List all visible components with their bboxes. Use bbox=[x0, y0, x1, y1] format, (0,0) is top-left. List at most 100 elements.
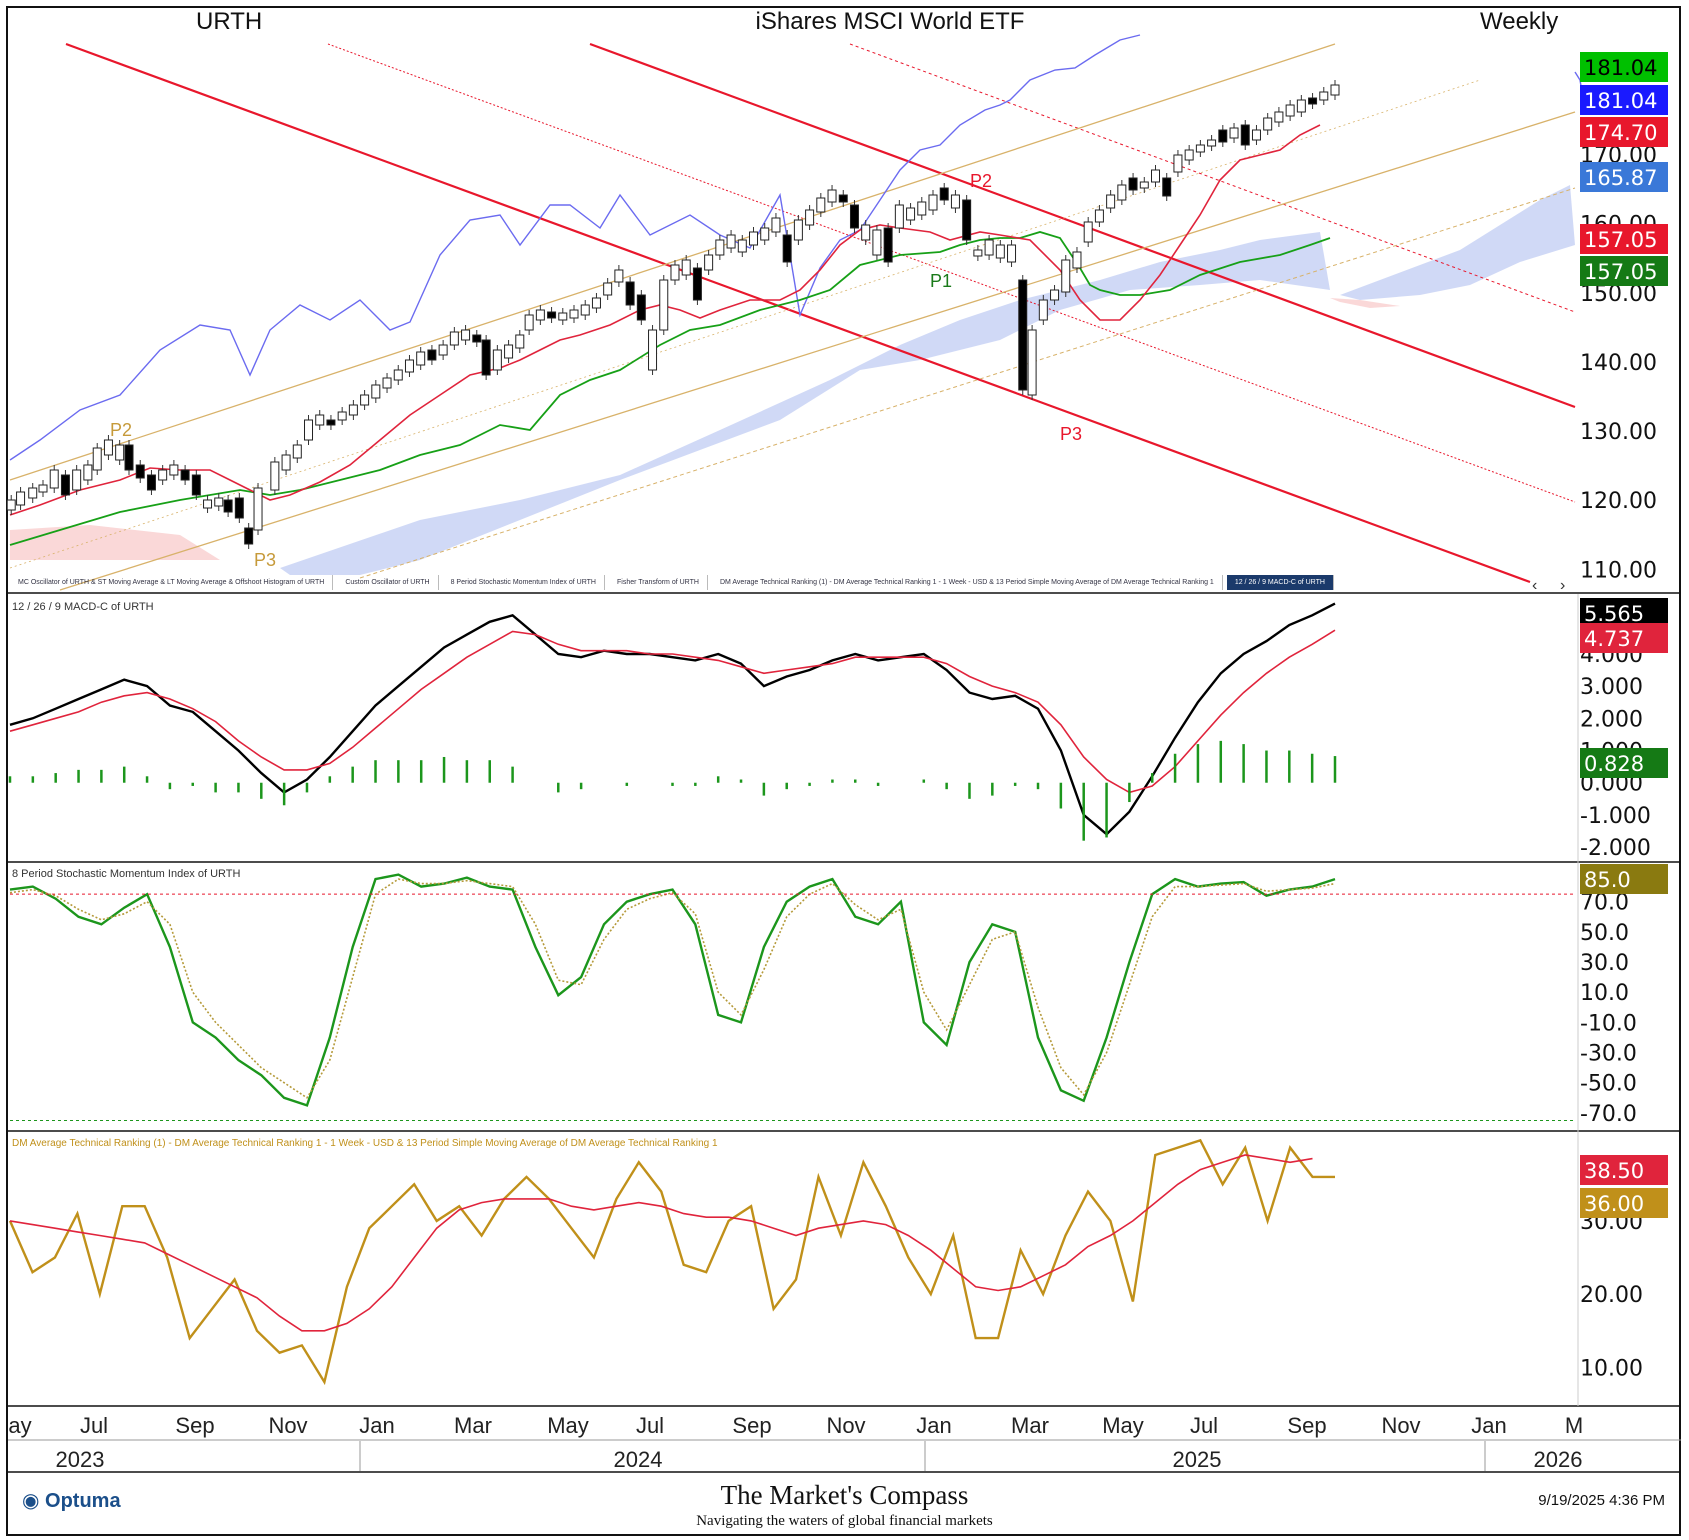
x-month-label: ay bbox=[8, 1413, 31, 1438]
candle-up bbox=[1251, 129, 1261, 141]
candle-down bbox=[849, 204, 859, 229]
footer-datetime: 9/19/2025 4:36 PM bbox=[1538, 1492, 1665, 1509]
candle-up bbox=[382, 377, 392, 389]
candle-up bbox=[771, 217, 781, 233]
smi-tick-label: -70.0 bbox=[1580, 1102, 1637, 1127]
pivot-label-p2-right: P2 bbox=[970, 171, 992, 191]
candle-down bbox=[625, 281, 635, 306]
candle-down bbox=[939, 187, 949, 201]
x-year-label: 2024 bbox=[614, 1447, 663, 1472]
candle-down bbox=[1128, 177, 1138, 191]
candle-up bbox=[438, 344, 448, 356]
candle-up bbox=[805, 209, 815, 226]
candle-up bbox=[973, 249, 983, 257]
pivot-label-p1: P1 bbox=[930, 271, 952, 291]
candle-down bbox=[234, 497, 244, 519]
price-value-tag-text: 157.05 bbox=[1584, 228, 1657, 252]
channel-lower-dashed bbox=[359, 187, 1576, 579]
legend-tab[interactable]: MC Oscillator of URTH & ST Moving Averag… bbox=[10, 575, 334, 590]
candle-up bbox=[6, 499, 16, 511]
x-year-label: 2026 bbox=[1534, 1447, 1583, 1472]
candle-up bbox=[38, 484, 48, 493]
ichimoku-cloud bbox=[280, 232, 1330, 575]
price-tick-label: 140.00 bbox=[1580, 351, 1657, 376]
macd-value-tag bbox=[1580, 623, 1668, 653]
candle-up bbox=[103, 439, 113, 456]
candle-up bbox=[72, 469, 82, 491]
candle-up bbox=[793, 219, 803, 241]
candle-up bbox=[861, 224, 871, 241]
x-month-label: Jul bbox=[80, 1413, 108, 1438]
macd-value-tag-text: 0.828 bbox=[1584, 752, 1644, 776]
price-tick-label: 110.00 bbox=[1580, 558, 1657, 583]
legend-tab[interactable]: 8 Period Stochastic Momentum Index of UR… bbox=[443, 575, 605, 590]
smi-value-tag-text: 85.0 bbox=[1584, 868, 1631, 892]
legend-tab[interactable]: 12 / 26 / 9 MACD-C of URTH bbox=[1226, 575, 1334, 590]
candle-up bbox=[1319, 91, 1329, 101]
candle-up bbox=[894, 204, 904, 229]
candle-up bbox=[253, 487, 263, 531]
rank-tick-label: 10.00 bbox=[1580, 1356, 1643, 1381]
ichimoku-cloud-red bbox=[10, 525, 220, 560]
chart-title: iShares MSCI World ETF bbox=[755, 8, 1025, 35]
x-month-label: Sep bbox=[1287, 1413, 1326, 1438]
candle-up bbox=[16, 491, 26, 506]
macd-tick-label: 3.000 bbox=[1580, 675, 1643, 700]
candle-up bbox=[158, 469, 168, 481]
candle-up bbox=[1007, 244, 1017, 263]
candle-down bbox=[1162, 177, 1172, 197]
lt-moving-average-line bbox=[9, 231, 1331, 546]
indicator-legend-tabs[interactable]: MC Oscillator of URTH & ST Moving Averag… bbox=[10, 575, 1334, 590]
candle-down bbox=[244, 527, 254, 545]
candle-up bbox=[1263, 117, 1273, 131]
smi-panel-title: 8 Period Stochastic Momentum Index of UR… bbox=[12, 868, 241, 880]
macd-tick-label: 2.000 bbox=[1580, 707, 1643, 732]
candle-down bbox=[1240, 124, 1250, 146]
candle-up bbox=[1061, 259, 1071, 293]
brand-text: Optuma bbox=[45, 1490, 121, 1512]
candle-up bbox=[1151, 169, 1161, 183]
legend-tab[interactable]: Fisher Transform of URTH bbox=[609, 575, 708, 590]
legend-tab[interactable]: Custom Oscillator of URTH bbox=[337, 575, 439, 590]
x-month-label: May bbox=[547, 1413, 589, 1438]
candle-up bbox=[704, 254, 714, 271]
candle-up bbox=[337, 411, 347, 421]
rank-tick-label: 20.00 bbox=[1580, 1283, 1643, 1308]
smi-tick-label: 50.0 bbox=[1580, 921, 1629, 946]
ichimoku-cloud-future bbox=[1340, 185, 1575, 300]
candle-up bbox=[928, 194, 938, 211]
candle-up bbox=[83, 464, 93, 481]
pitchfork-median-line bbox=[327, 43, 1576, 503]
macd-series-macd bbox=[9, 602, 1336, 836]
smi-tick-label: -10.0 bbox=[1580, 1011, 1637, 1036]
x-month-label: Mar bbox=[1011, 1413, 1049, 1438]
price-value-tag bbox=[1580, 256, 1668, 286]
candle-up bbox=[360, 394, 370, 406]
candle-up bbox=[1072, 251, 1082, 269]
candle-up bbox=[670, 264, 680, 281]
candle-down bbox=[146, 474, 156, 491]
x-month-label: Nov bbox=[826, 1413, 865, 1438]
legend-tab[interactable]: DM Average Technical Ranking (1) - DM Av… bbox=[712, 575, 1223, 590]
candle-up bbox=[984, 239, 994, 256]
x-month-label: Jan bbox=[359, 1413, 394, 1438]
candle-up bbox=[1173, 154, 1183, 173]
candle-up bbox=[404, 359, 414, 373]
candle-down bbox=[180, 469, 190, 481]
candle-up bbox=[92, 447, 102, 471]
rank-series-13-period-sma bbox=[9, 1154, 1313, 1332]
candle-down bbox=[60, 474, 70, 496]
candle-up bbox=[558, 312, 568, 321]
candle-down bbox=[962, 199, 972, 241]
optuma-logo: ◉ Optuma bbox=[22, 1490, 121, 1512]
scroll-right-icon: › bbox=[1560, 577, 1565, 594]
candle-up bbox=[281, 454, 291, 471]
candle-up bbox=[1285, 104, 1295, 117]
candle-up bbox=[371, 384, 381, 399]
footer-subtitle: Navigating the waters of global financia… bbox=[696, 1513, 993, 1529]
rank-panel-title: DM Average Technical Ranking (1) - DM Av… bbox=[12, 1138, 718, 1149]
macd-value-tag-text: 4.737 bbox=[1584, 627, 1644, 651]
macd-panel-title: 12 / 26 / 9 MACD-C of URTH bbox=[12, 601, 154, 613]
candle-down bbox=[135, 464, 145, 479]
